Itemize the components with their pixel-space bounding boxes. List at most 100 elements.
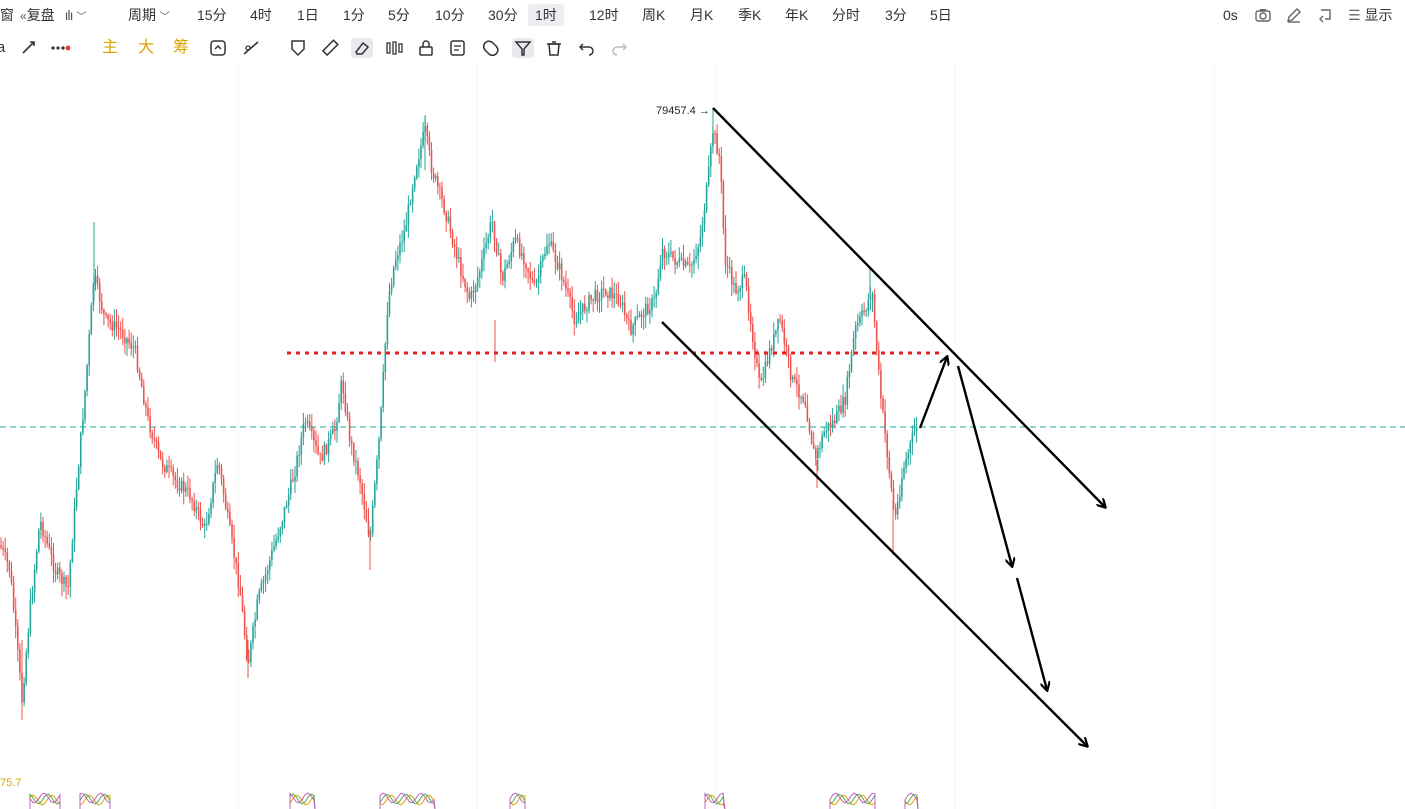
candle-body	[292, 479, 294, 481]
candle-body	[859, 316, 861, 324]
undo-icon[interactable]	[576, 38, 598, 58]
trend-line-icon[interactable]	[18, 38, 40, 58]
candle-body	[340, 380, 342, 404]
trash-icon[interactable]	[543, 38, 565, 58]
candle-body	[357, 461, 359, 476]
candle-body	[745, 274, 748, 287]
candle-body	[180, 480, 183, 491]
candle-body	[665, 257, 668, 259]
candle-body	[731, 267, 733, 285]
candle-body	[6, 552, 9, 563]
candle-body	[176, 480, 179, 488]
channel-upper-line[interactable]	[712, 107, 1105, 507]
notes-icon[interactable]	[447, 38, 469, 58]
candle-body	[720, 156, 723, 182]
bookmark-icon[interactable]	[287, 38, 309, 58]
candle-body	[913, 430, 916, 434]
display-button[interactable]: ☰ 显示	[1348, 7, 1393, 23]
candle-body	[901, 478, 903, 497]
candle-body	[838, 405, 840, 411]
candle-body	[812, 443, 815, 449]
interval-tab-10[interactable]: 月K	[690, 7, 714, 23]
candle-body	[134, 345, 137, 347]
interval-tab-1[interactable]: 4时	[250, 7, 272, 23]
interval-tab-13[interactable]: 分时	[832, 7, 860, 23]
candle-body	[487, 237, 489, 244]
candle-body	[386, 314, 389, 345]
candle-body	[722, 181, 725, 228]
redo-icon[interactable]	[608, 38, 630, 58]
candle-body	[54, 571, 57, 575]
restore-icon[interactable]	[1316, 6, 1334, 24]
candle-body	[138, 370, 141, 378]
candle-body	[823, 432, 825, 436]
interval-tab-6[interactable]: 30分	[488, 7, 518, 23]
candle-body	[655, 293, 657, 298]
window-button[interactable]: 窗	[0, 7, 14, 23]
price-chart[interactable]	[0, 64, 1405, 809]
interval-tab-3[interactable]: 1分	[343, 7, 365, 23]
candle-body	[311, 426, 313, 432]
candle-body	[638, 314, 641, 317]
main-indicator-button[interactable]: 主	[101, 39, 118, 56]
candle-body	[168, 465, 170, 467]
candle-body	[743, 274, 746, 276]
candle-body	[392, 267, 395, 286]
candle-body	[88, 334, 90, 366]
eraser-icon[interactable]	[351, 38, 373, 58]
candle-body	[777, 319, 779, 331]
interval-tab-8[interactable]: 12时	[589, 7, 619, 23]
channel-lower-line[interactable]	[661, 321, 1087, 746]
interval-tab-7[interactable]: 1时	[528, 4, 564, 26]
candle-body	[61, 573, 63, 584]
dotted-line-icon[interactable]	[49, 38, 71, 58]
candle-body	[657, 278, 660, 294]
interval-tab-2[interactable]: 1日	[297, 7, 319, 23]
lock-icon[interactable]	[415, 38, 437, 58]
candle-body	[800, 396, 802, 398]
candle-body	[140, 377, 143, 387]
interval-tab-15[interactable]: 5日	[930, 7, 952, 23]
interval-tab-9[interactable]: 周K	[642, 7, 666, 23]
candle-body	[319, 453, 321, 455]
partial-tool-icon[interactable]: a	[0, 39, 6, 56]
interval-tab-14[interactable]: 3分	[885, 7, 907, 23]
filter-icon[interactable]	[512, 38, 534, 58]
candle-body	[770, 348, 773, 351]
candle-body	[260, 583, 263, 591]
candle-body	[495, 241, 498, 255]
candles-icon[interactable]	[383, 38, 405, 58]
candle-body	[563, 280, 565, 283]
candle-body	[466, 287, 468, 292]
projection-arrow-down-1[interactable]	[956, 365, 1012, 566]
candle-body	[371, 505, 374, 533]
ruler-slash-icon[interactable]	[240, 38, 262, 58]
candle-body	[96, 275, 99, 283]
chips-button[interactable]: 筹	[172, 39, 189, 56]
candle-body	[84, 391, 86, 420]
candle-body	[678, 258, 681, 263]
ruler-icon[interactable]	[319, 38, 341, 58]
magnet-icon[interactable]	[479, 38, 501, 58]
interval-tab-12[interactable]: 年K	[785, 7, 809, 23]
interval-tab-5[interactable]: 10分	[435, 7, 465, 23]
camera-icon[interactable]	[1254, 6, 1272, 24]
large-order-button[interactable]: 大	[137, 39, 154, 56]
period-dropdown[interactable]: 周期 ﹀	[128, 7, 170, 23]
interval-tab-11[interactable]: 季K	[738, 7, 762, 23]
interval-tab-4[interactable]: 5分	[388, 7, 410, 23]
candle-body	[313, 431, 315, 441]
candle-body	[882, 398, 884, 412]
edit-icon[interactable]	[1285, 6, 1303, 24]
menu-icon: ☰	[1348, 7, 1361, 23]
candle-body	[768, 348, 771, 364]
projection-arrow-up[interactable]	[918, 357, 947, 429]
projection-arrow-down-2[interactable]	[1015, 577, 1047, 690]
candle-body	[558, 263, 561, 270]
candle-body	[718, 153, 720, 157]
sync-icon[interactable]	[207, 38, 229, 58]
replay-button[interactable]: «复盘 ılı ﹀	[20, 7, 87, 23]
candle-body	[384, 344, 387, 373]
interval-tab-0[interactable]: 15分	[197, 7, 227, 23]
candle-body	[346, 412, 349, 417]
